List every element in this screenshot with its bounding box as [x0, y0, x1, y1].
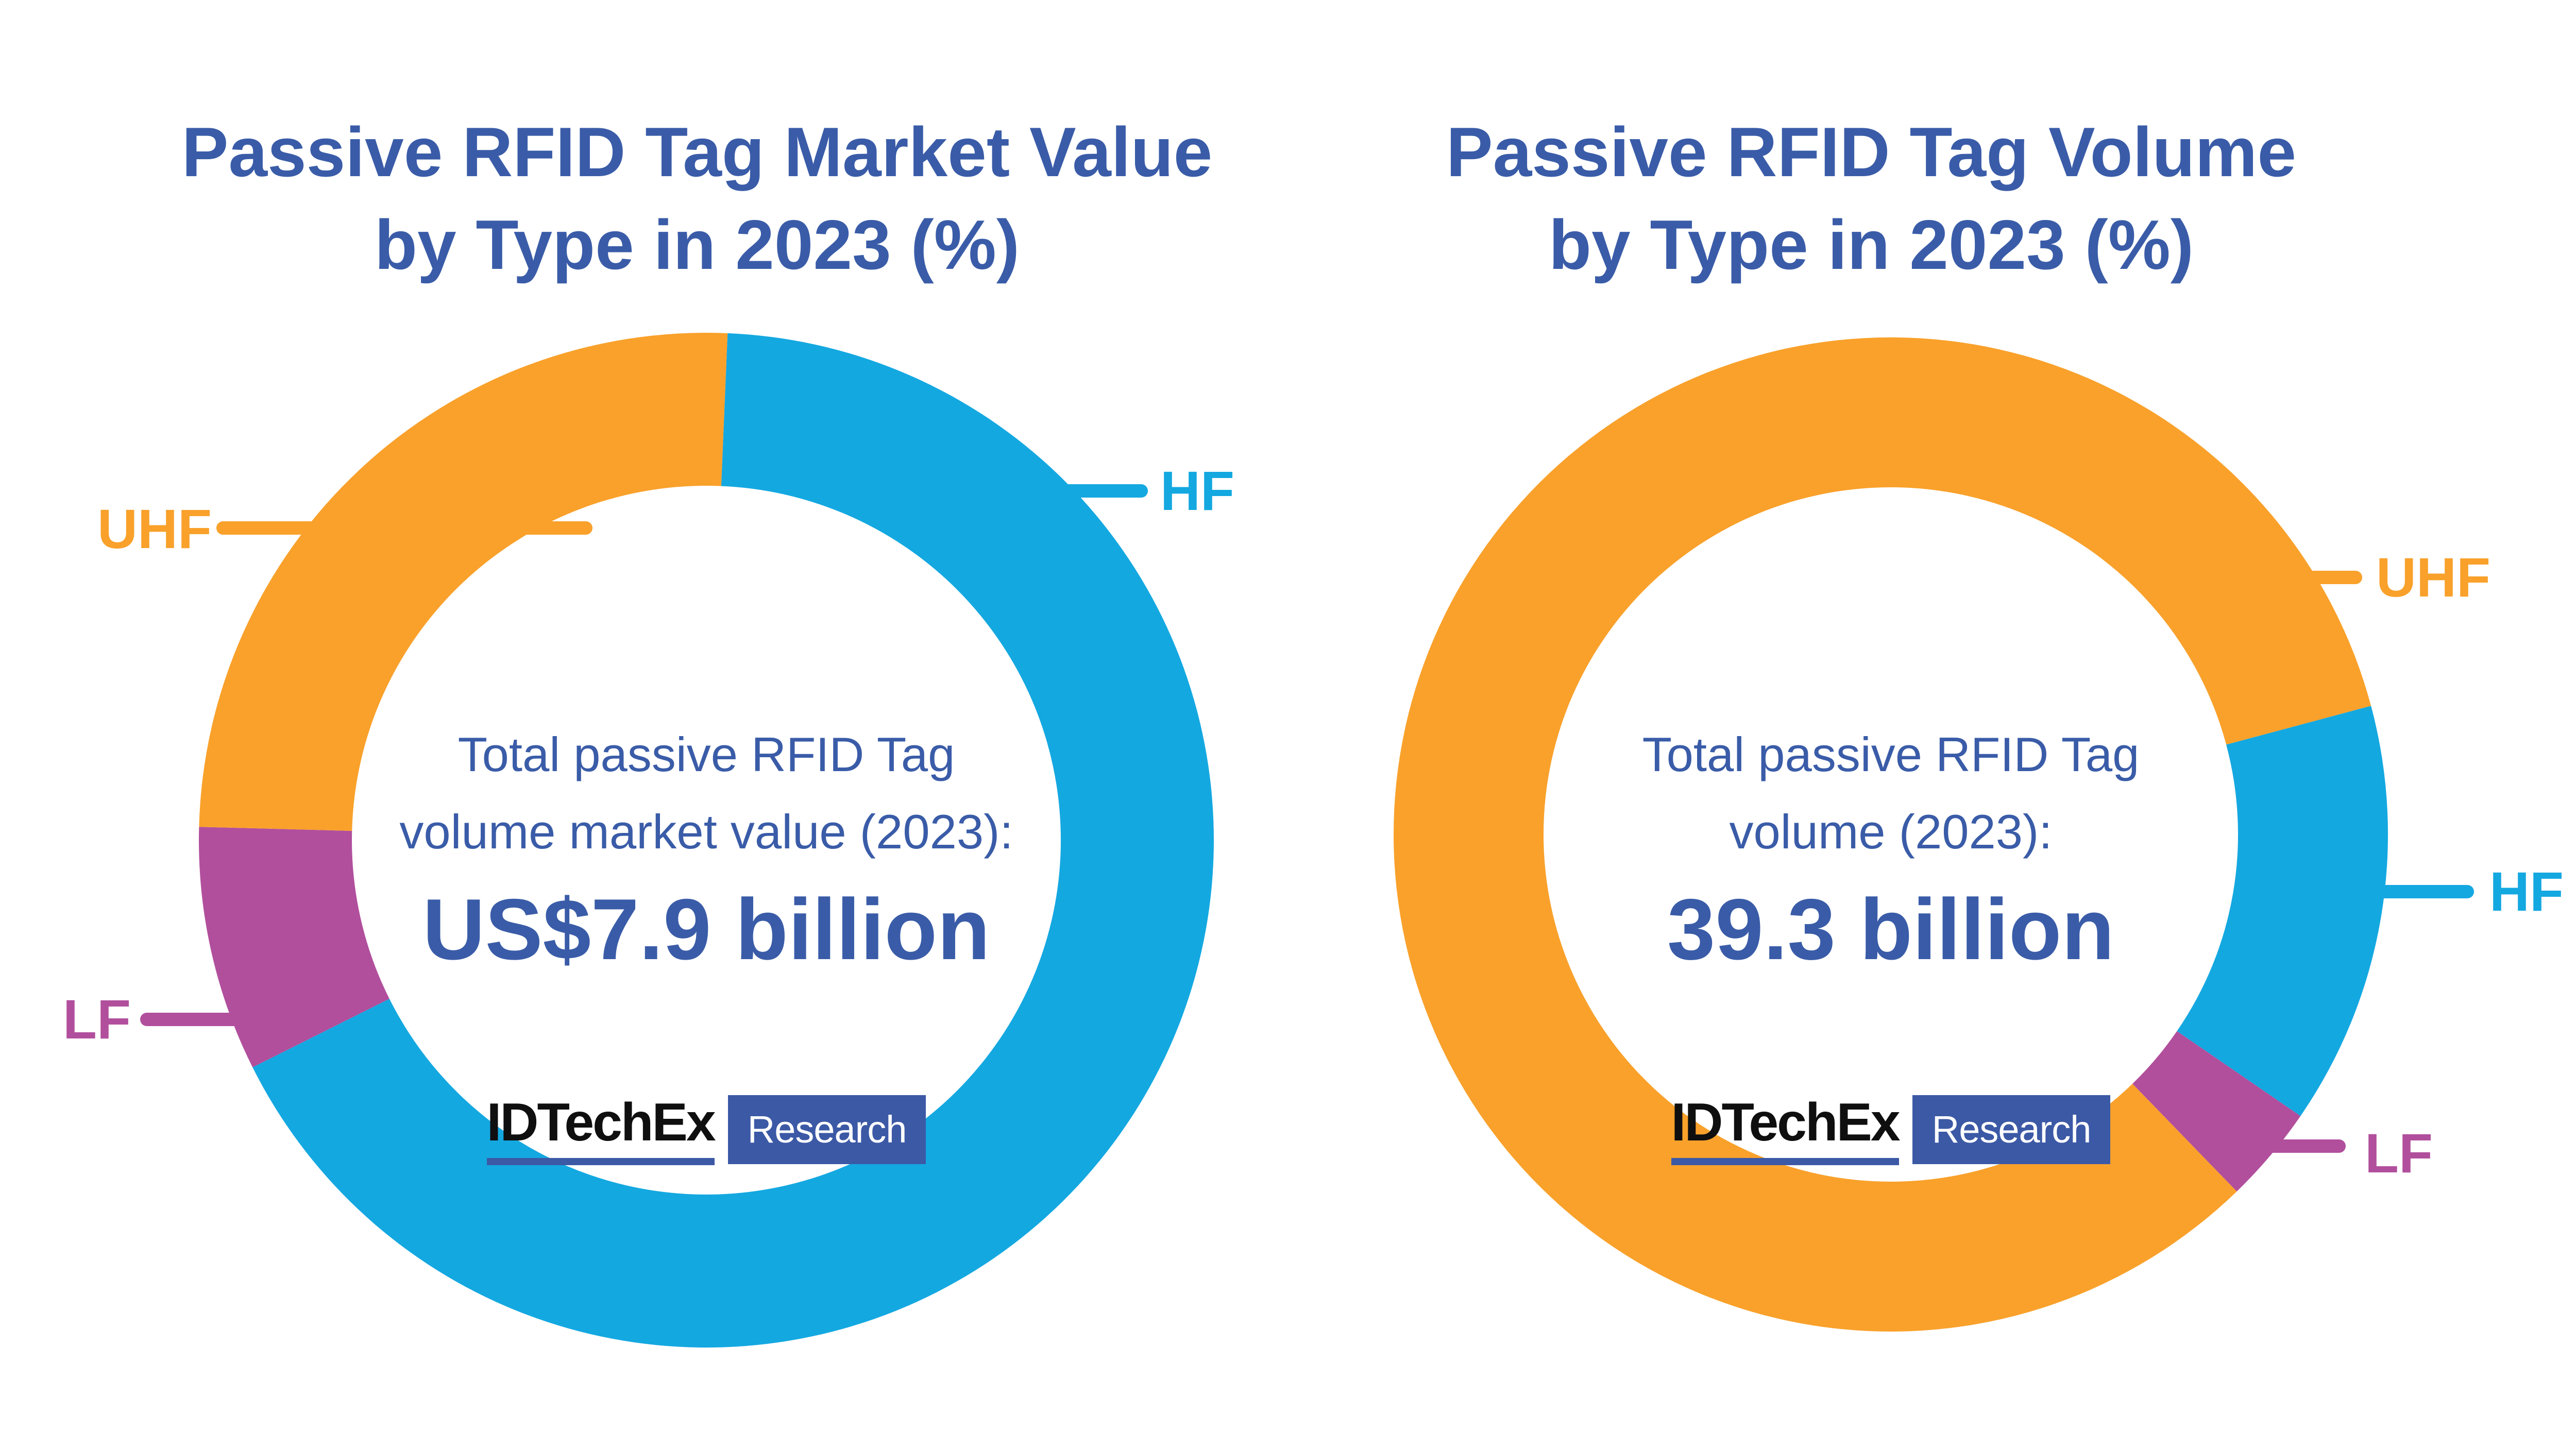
title-line-1: Passive RFID Tag Volume — [1446, 113, 2297, 191]
center-label-line-2: volume market value (2023): — [399, 805, 1013, 859]
donut-center-text-value: Total passive RFID Tag volume market val… — [346, 716, 1067, 1165]
donut-segment-hf — [252, 333, 1214, 1348]
idtechex-logo: IDTechEx Research — [346, 1094, 1067, 1165]
center-label-line-2: volume (2023): — [1729, 805, 2053, 859]
idtechex-research-badge: Research — [727, 1095, 926, 1164]
donut-segment-hf — [2177, 706, 2388, 1116]
title-line-2: by Type in 2023 (%) — [374, 206, 1020, 284]
total-value: US$7.9 billion — [422, 881, 990, 978]
donut-volume — [1394, 337, 2388, 1332]
segment-label-uhf: UHF — [97, 498, 212, 560]
segment-label-lf: LF — [2365, 1122, 2433, 1184]
donut-center-text-volume: Total passive RFID Tag volume (2023): 39… — [1530, 716, 2251, 1165]
donut-segment-uhf — [199, 333, 728, 831]
title-line-1: Passive RFID Tag Market Value — [181, 113, 1213, 191]
segment-label-lf: LF — [63, 988, 131, 1050]
segment-label-hf: HF — [1160, 459, 1234, 522]
donut-segment-lf — [199, 827, 389, 1068]
segment-label-hf: HF — [2489, 860, 2564, 923]
title-line-2: by Type in 2023 (%) — [1548, 206, 2194, 284]
chart-title-volume: Passive RFID Tag Volume by Type in 2023 … — [1433, 106, 2309, 291]
center-label-line-1: Total passive RFID Tag — [457, 727, 955, 781]
idtechex-research-badge: Research — [1912, 1095, 2111, 1164]
segment-label-uhf: UHF — [2376, 546, 2490, 608]
donut-market-value — [199, 333, 1214, 1348]
donut-segment-uhf — [1394, 337, 2371, 1332]
chart-title-market-value: Passive RFID Tag Market Value by Type in… — [169, 106, 1225, 291]
center-label-line-1: Total passive RFID Tag — [1642, 727, 2140, 781]
idtechex-logo: IDTechEx Research — [1530, 1094, 2251, 1165]
idtechex-wordmark: IDTechEx — [486, 1094, 716, 1165]
total-value: 39.3 billion — [1667, 881, 2115, 978]
idtechex-wordmark: IDTechEx — [1671, 1094, 1901, 1165]
donut-segment-lf — [2132, 1031, 2301, 1191]
